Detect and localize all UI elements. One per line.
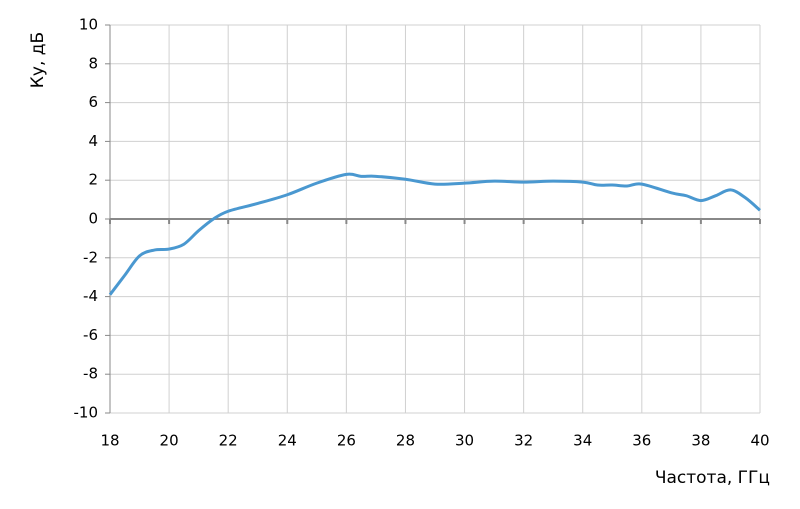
y-tick-label: 6 [88,93,98,111]
x-tick-label: 30 [455,432,474,450]
x-tick-label: 38 [691,432,710,450]
x-tick-label: 36 [632,432,651,450]
y-tick-label: -8 [83,365,98,383]
x-tick-label: 32 [514,432,533,450]
y-tick-label: -10 [74,404,99,422]
x-tick-label: 40 [750,432,769,450]
y-axis-title: Ку, дБ [28,32,48,88]
y-tick-label: 4 [88,132,98,150]
x-axis-title: Частота, ГГц [655,468,770,488]
y-tick-label: 8 [88,54,98,72]
y-tick-label: 2 [88,171,98,189]
y-tick-label: 10 [79,16,98,34]
y-tick-label: -4 [83,287,98,305]
x-tick-label: 18 [100,432,119,450]
y-tick-label: -6 [83,326,98,344]
x-tick-label: 26 [337,432,356,450]
x-tick-label: 28 [396,432,415,450]
x-tick-label: 34 [573,432,592,450]
x-tick-label: 22 [219,432,238,450]
x-tick-label: 20 [160,432,179,450]
x-tick-label: 24 [278,432,297,450]
line [108,172,761,296]
y-tick-label: 0 [88,210,98,228]
y-tick-label: -2 [83,248,98,266]
